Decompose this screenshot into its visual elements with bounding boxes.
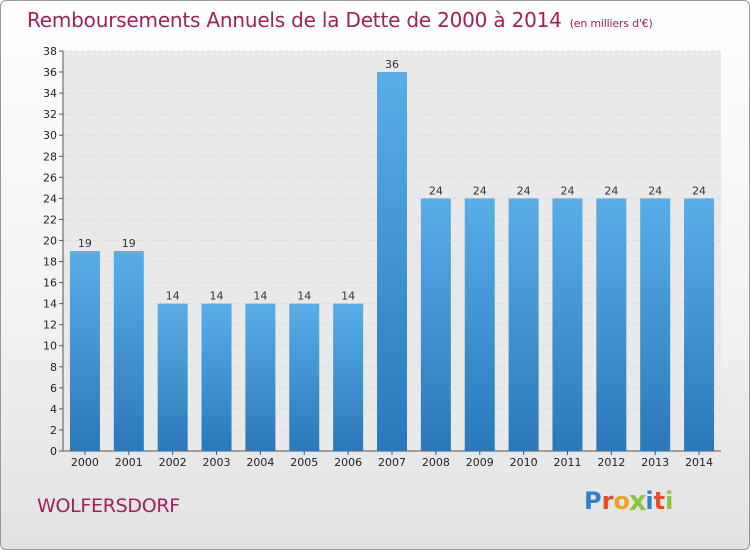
y-tick-label: 34	[43, 87, 57, 100]
logo-letter: o	[613, 487, 630, 515]
data-label-2014: 24	[692, 184, 706, 197]
chart-subtitle: (en milliers d'€)	[569, 17, 653, 30]
y-tick-label: 4	[50, 403, 57, 416]
bar-2000	[69, 251, 100, 451]
data-label-2006: 14	[341, 290, 355, 303]
data-label-2003: 14	[210, 290, 224, 303]
x-tick-label: 2005	[290, 456, 318, 469]
data-label-2000: 19	[78, 237, 92, 250]
y-tick-label: 26	[43, 171, 57, 184]
data-label-2002: 14	[166, 290, 180, 303]
x-tick-label: 2002	[159, 456, 187, 469]
x-tick-label: 2007	[378, 456, 406, 469]
x-tick-label: 2008	[422, 456, 450, 469]
y-tick-label: 16	[43, 277, 57, 290]
location-name: WOLFERSDORF	[37, 495, 180, 517]
x-tick-label: 2006	[334, 456, 362, 469]
bar-2006	[333, 303, 364, 451]
data-label-2013: 24	[648, 184, 662, 197]
y-tick-label: 28	[43, 150, 57, 163]
data-labels: 19 19 14 14 14 14 14 36 24 24 24 24 24 24 24	[78, 58, 706, 303]
bar-2013	[640, 198, 671, 451]
logo-letter: i	[645, 487, 654, 515]
x-tick-label: 2011	[553, 456, 581, 469]
logo-letter: t	[653, 487, 666, 515]
y-tick-label: 22	[43, 213, 57, 226]
x-tick-label: 2003	[203, 456, 231, 469]
data-label-2011: 24	[560, 184, 574, 197]
bar-2001	[113, 251, 144, 451]
logo-letter: P	[584, 487, 602, 515]
x-tick-label: 2010	[510, 456, 538, 469]
data-label-2008: 24	[429, 184, 443, 197]
y-tick-label: 24	[43, 192, 57, 205]
bar-2014	[684, 198, 715, 451]
data-label-2001: 19	[122, 237, 136, 250]
bar-2004	[245, 303, 276, 451]
y-tick-label: 36	[43, 66, 57, 79]
x-tick-label: 2000	[71, 456, 99, 469]
y-tick-label: 12	[43, 319, 57, 332]
x-tick-label: 2014	[685, 456, 713, 469]
logo-letter: x	[628, 484, 647, 518]
y-tick-label: 10	[43, 340, 57, 353]
y-tick-label: 2	[50, 424, 57, 437]
x-tick-label: 2009	[466, 456, 494, 469]
data-label-2007: 36	[385, 58, 399, 71]
bar-2010	[508, 198, 539, 451]
y-tick-label: 6	[50, 382, 57, 395]
x-tick-label: 2004	[246, 456, 274, 469]
y-tick-label: 30	[43, 129, 57, 142]
data-label-2012: 24	[604, 184, 618, 197]
x-tick-label: 2013	[641, 456, 669, 469]
data-label-2005: 14	[297, 290, 311, 303]
bar-2008	[420, 198, 451, 451]
bar-2012	[596, 198, 627, 451]
data-label-2004: 14	[253, 290, 267, 303]
logo-letter: r	[601, 487, 614, 515]
bars	[69, 72, 715, 451]
bar-2009	[464, 198, 495, 451]
proxiti-logo: Proxiti	[584, 484, 674, 518]
y-tick-label: 20	[43, 234, 57, 247]
data-label-2009: 24	[473, 184, 487, 197]
y-tick-label: 32	[43, 108, 57, 121]
y-tick-label: 18	[43, 256, 57, 269]
bar-2002	[157, 303, 188, 451]
y-tick-label: 38	[43, 45, 57, 58]
x-tick-label: 2012	[597, 456, 625, 469]
y-tick-label: 0	[50, 445, 57, 458]
bar-2007	[377, 72, 407, 451]
bar-2011	[552, 198, 583, 451]
data-label-2010: 24	[517, 184, 531, 197]
x-tick-label: 2001	[115, 456, 143, 469]
chart-title-text: Remboursements Annuels de la Dette de 20…	[27, 8, 562, 32]
chart-title: Remboursements Annuels de la Dette de 20…	[27, 8, 653, 32]
y-tick-label: 14	[43, 298, 57, 311]
bar-2003	[201, 303, 232, 451]
logo-letter: i	[665, 487, 674, 515]
bar-2005	[289, 303, 320, 451]
y-tick-label: 8	[50, 361, 57, 374]
